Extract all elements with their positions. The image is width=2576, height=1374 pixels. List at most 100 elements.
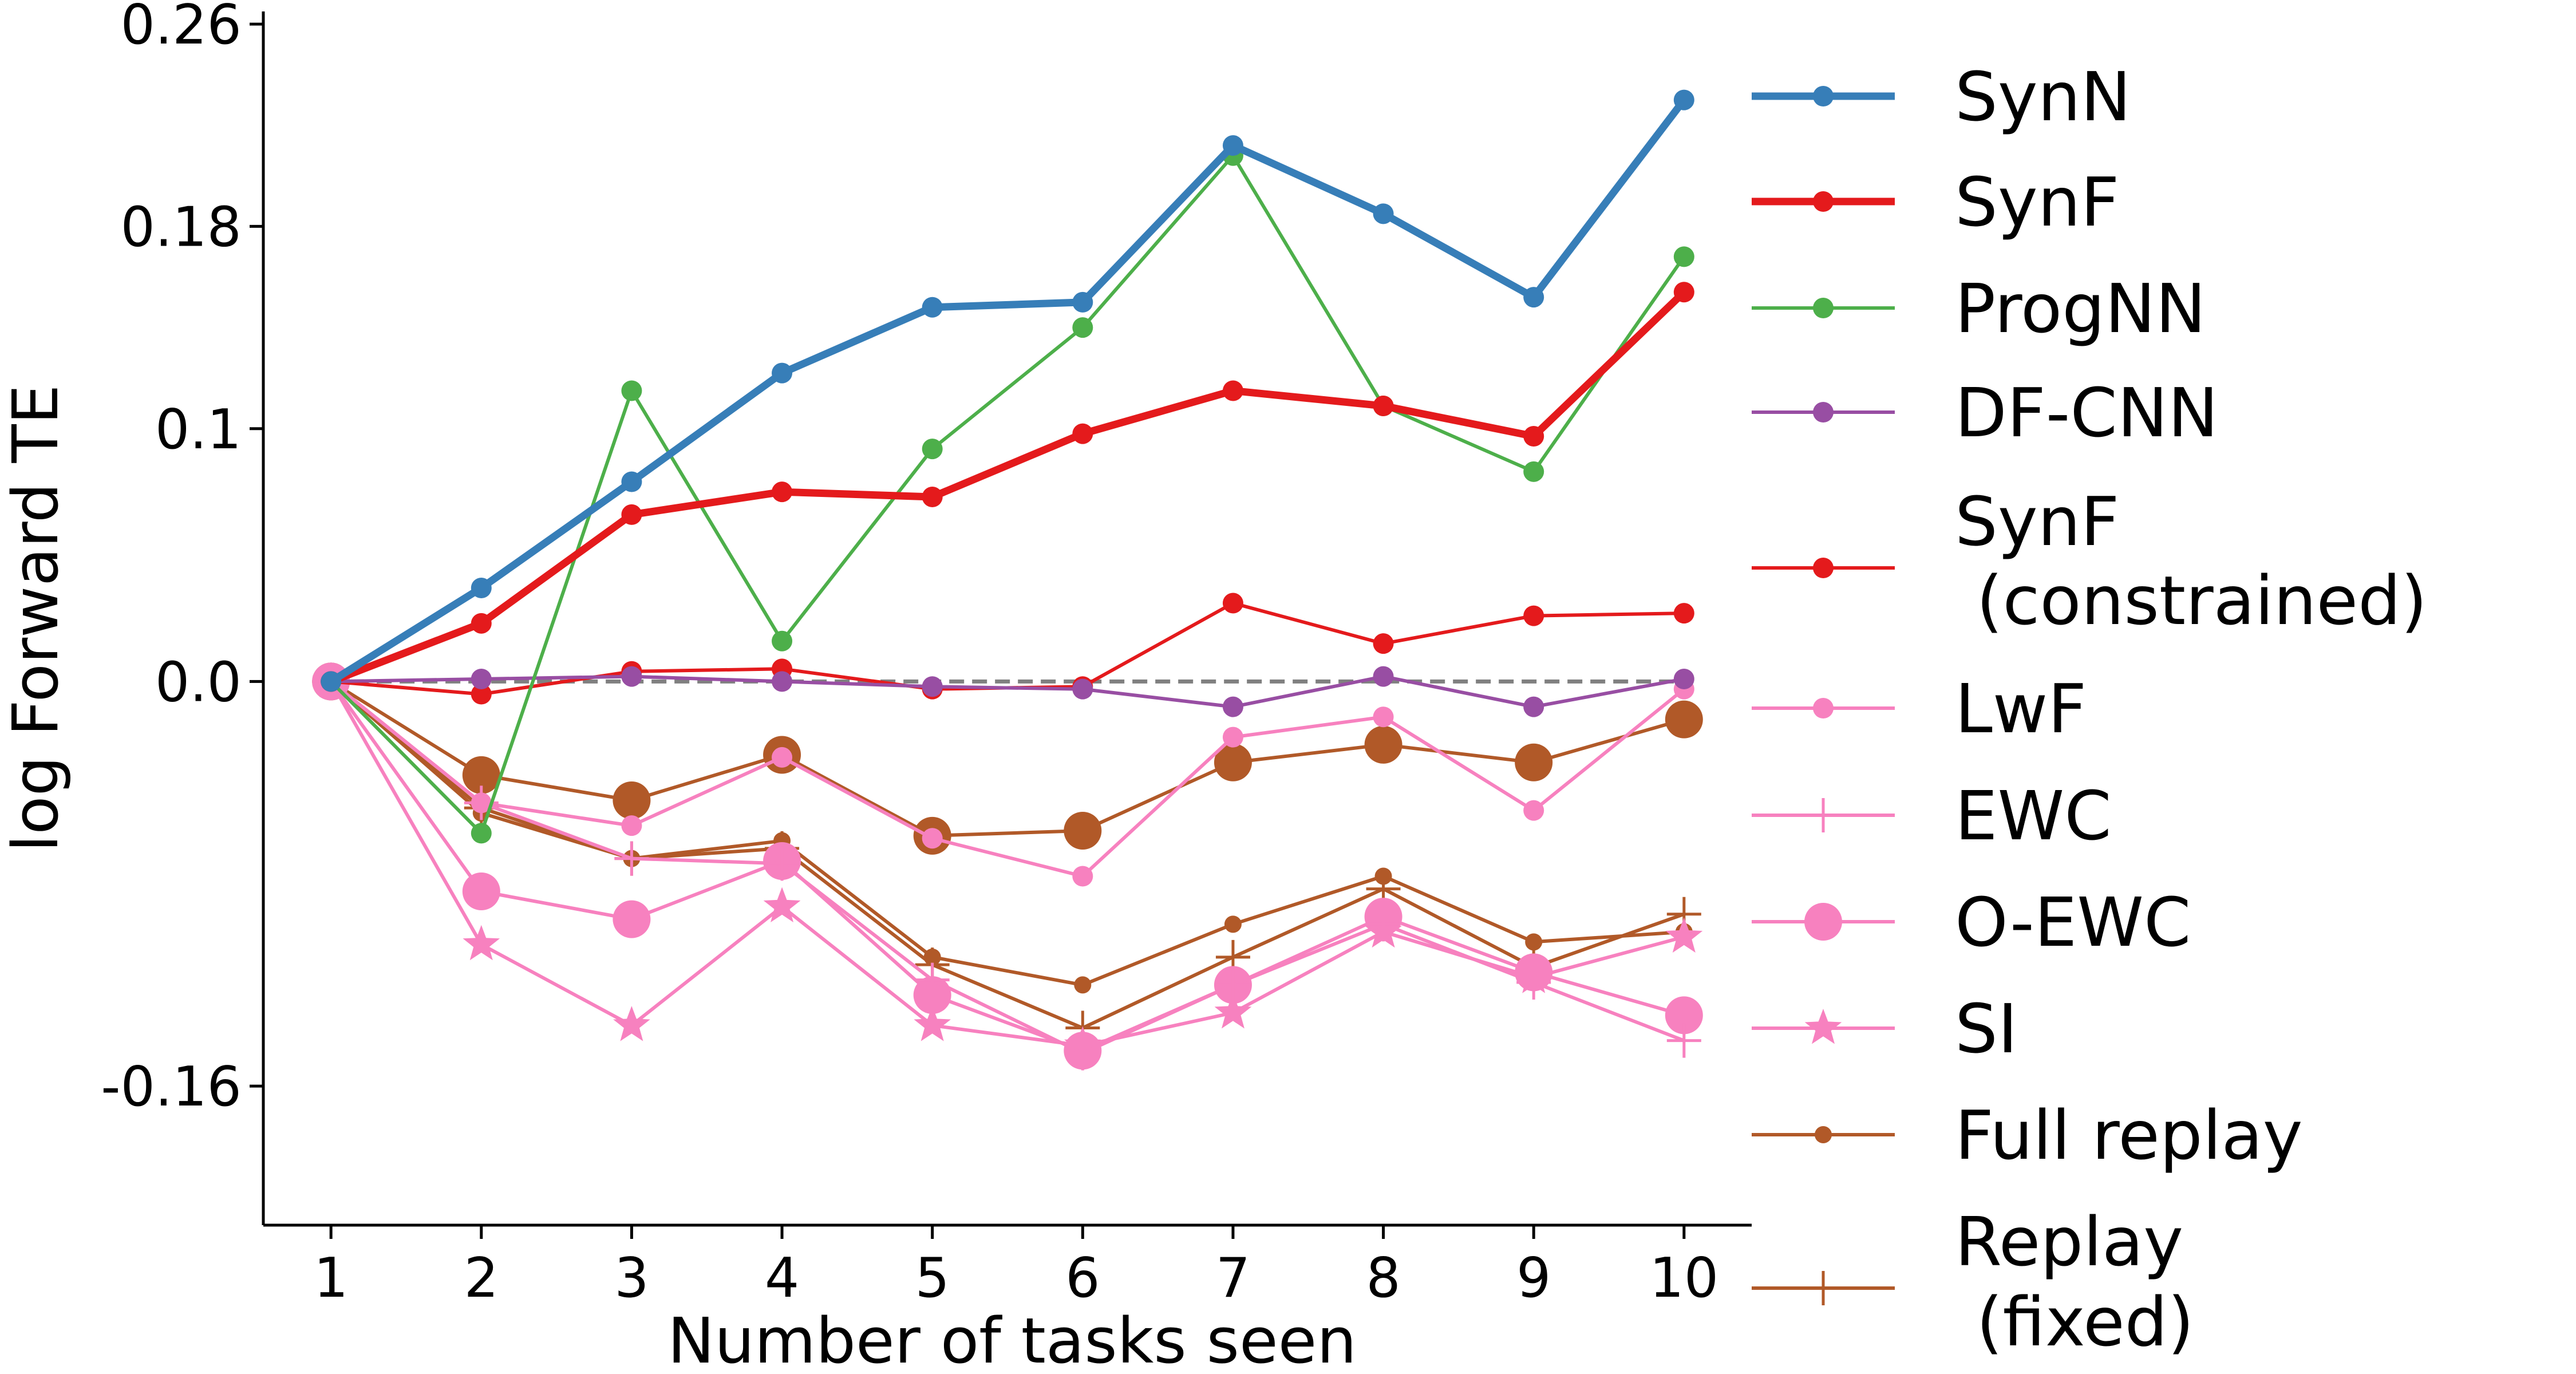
legend-marker: [1813, 698, 1834, 718]
y-axis-title: log Forward TE: [0, 385, 72, 852]
legend-item-8: SI: [1752, 989, 2018, 1068]
legend-item-3: DF-CNN: [1752, 373, 2218, 452]
data-point: [1224, 915, 1242, 933]
data-point: [462, 872, 500, 910]
data-point: [1523, 287, 1544, 308]
data-point: [1516, 965, 1551, 1000]
data-point: [1072, 317, 1093, 338]
legend-label: (constrained): [1955, 561, 2427, 640]
data-point: [922, 676, 943, 697]
y-tick-label: 0.0: [155, 651, 242, 714]
series-line: [331, 674, 1685, 709]
data-point: [1525, 933, 1543, 951]
data-point: [922, 297, 943, 318]
x-tick-label: 3: [614, 1247, 649, 1310]
data-point: [621, 504, 642, 525]
legend-label: ProgNN: [1955, 269, 2206, 348]
data-point: [1673, 282, 1694, 303]
series-line: [330, 680, 1685, 1030]
data-point: [1222, 696, 1243, 717]
legend-marker: [1806, 1271, 1840, 1305]
data-point: [1364, 725, 1402, 764]
data-point: [1523, 800, 1544, 821]
data-point: [1214, 743, 1252, 781]
data-point: [471, 669, 492, 689]
x-tick-label: 2: [464, 1247, 499, 1310]
legend-marker: [1804, 903, 1842, 941]
data-point: [463, 925, 500, 961]
legend-item-4: SynF (constrained): [1752, 482, 2427, 640]
data-point: [613, 1006, 650, 1041]
data-point: [1373, 666, 1394, 687]
data-point: [763, 887, 801, 922]
data-point: [471, 684, 492, 705]
legend-marker: [1804, 1009, 1842, 1044]
data-point: [1665, 917, 1703, 953]
data-point: [922, 828, 943, 849]
legend-label: O-EWC: [1955, 883, 2191, 962]
data-point: [621, 380, 642, 401]
data-point: [1673, 246, 1694, 267]
data-point: [1074, 976, 1092, 994]
legend: SynN SynF ProgNN DF-CNN SynF (constrained) Lw…: [1752, 57, 2427, 1361]
x-tick-label: 7: [1216, 1247, 1250, 1310]
data-point: [1215, 968, 1250, 1002]
legend-marker: [1813, 402, 1834, 423]
data-point: [1373, 396, 1394, 416]
data-point: [1222, 135, 1243, 156]
series-2: [321, 145, 1694, 844]
axis-layer: 0.26 0.18 0.1 0.0 -0.16 1 2 3 4 5 6 7 8 9 10: [101, 0, 1752, 1310]
data-point: [922, 487, 943, 507]
data-point: [772, 630, 793, 652]
data-point: [621, 815, 642, 836]
data-point: [1065, 1036, 1100, 1071]
data-point: [1373, 706, 1394, 728]
series-0: [321, 89, 1694, 692]
legend-marker: [1813, 86, 1834, 106]
data-point: [772, 481, 793, 503]
data-point: [471, 823, 492, 844]
legend-label: Full replay: [1955, 1096, 2303, 1175]
legend-label: SynN: [1955, 57, 2131, 136]
data-point: [1523, 696, 1544, 717]
series-line: [330, 680, 1685, 987]
legend-label: DF-CNN: [1955, 373, 2218, 452]
data-point: [462, 756, 500, 794]
data-point: [1665, 996, 1703, 1035]
x-tick-label: 1: [314, 1247, 348, 1310]
series-line: [330, 680, 1685, 878]
data-point: [1366, 907, 1401, 942]
legend-label: SI: [1955, 989, 2018, 1068]
series-line: [329, 680, 1685, 1048]
data-point: [915, 962, 950, 997]
data-point: [772, 747, 793, 768]
data-point: [621, 666, 642, 687]
data-point: [772, 362, 793, 384]
data-point: [471, 613, 492, 634]
x-tick-label: 6: [1065, 1247, 1100, 1310]
series-6: [314, 664, 1701, 1071]
series-11: [312, 662, 1703, 855]
legend-item-7: O-EWC: [1752, 883, 2191, 962]
legend-marker: [1806, 798, 1840, 832]
y-tick-label: 0.1: [155, 398, 242, 461]
data-point: [1523, 426, 1544, 447]
x-tick-label: 4: [765, 1247, 799, 1310]
x-tick-label: 10: [1649, 1247, 1718, 1310]
legend-marker: [1815, 1126, 1832, 1143]
series-line: [329, 97, 1687, 685]
data-point: [1374, 867, 1392, 885]
data-point: [765, 846, 800, 881]
data-point: [923, 948, 941, 966]
legend-item-1: SynF: [1752, 163, 2119, 242]
legend-item-6: EWC: [1752, 776, 2112, 855]
data-point: [321, 671, 342, 692]
data-point: [914, 1006, 951, 1041]
y-tick-label: 0.26: [120, 0, 242, 57]
series-line: [329, 289, 1687, 685]
series-7: [312, 662, 1703, 1070]
x-axis-title: Number of tasks seen: [667, 1304, 1357, 1374]
series-line: [330, 153, 1686, 835]
series-layer: [312, 89, 1703, 1071]
series-10: [314, 664, 1701, 1045]
